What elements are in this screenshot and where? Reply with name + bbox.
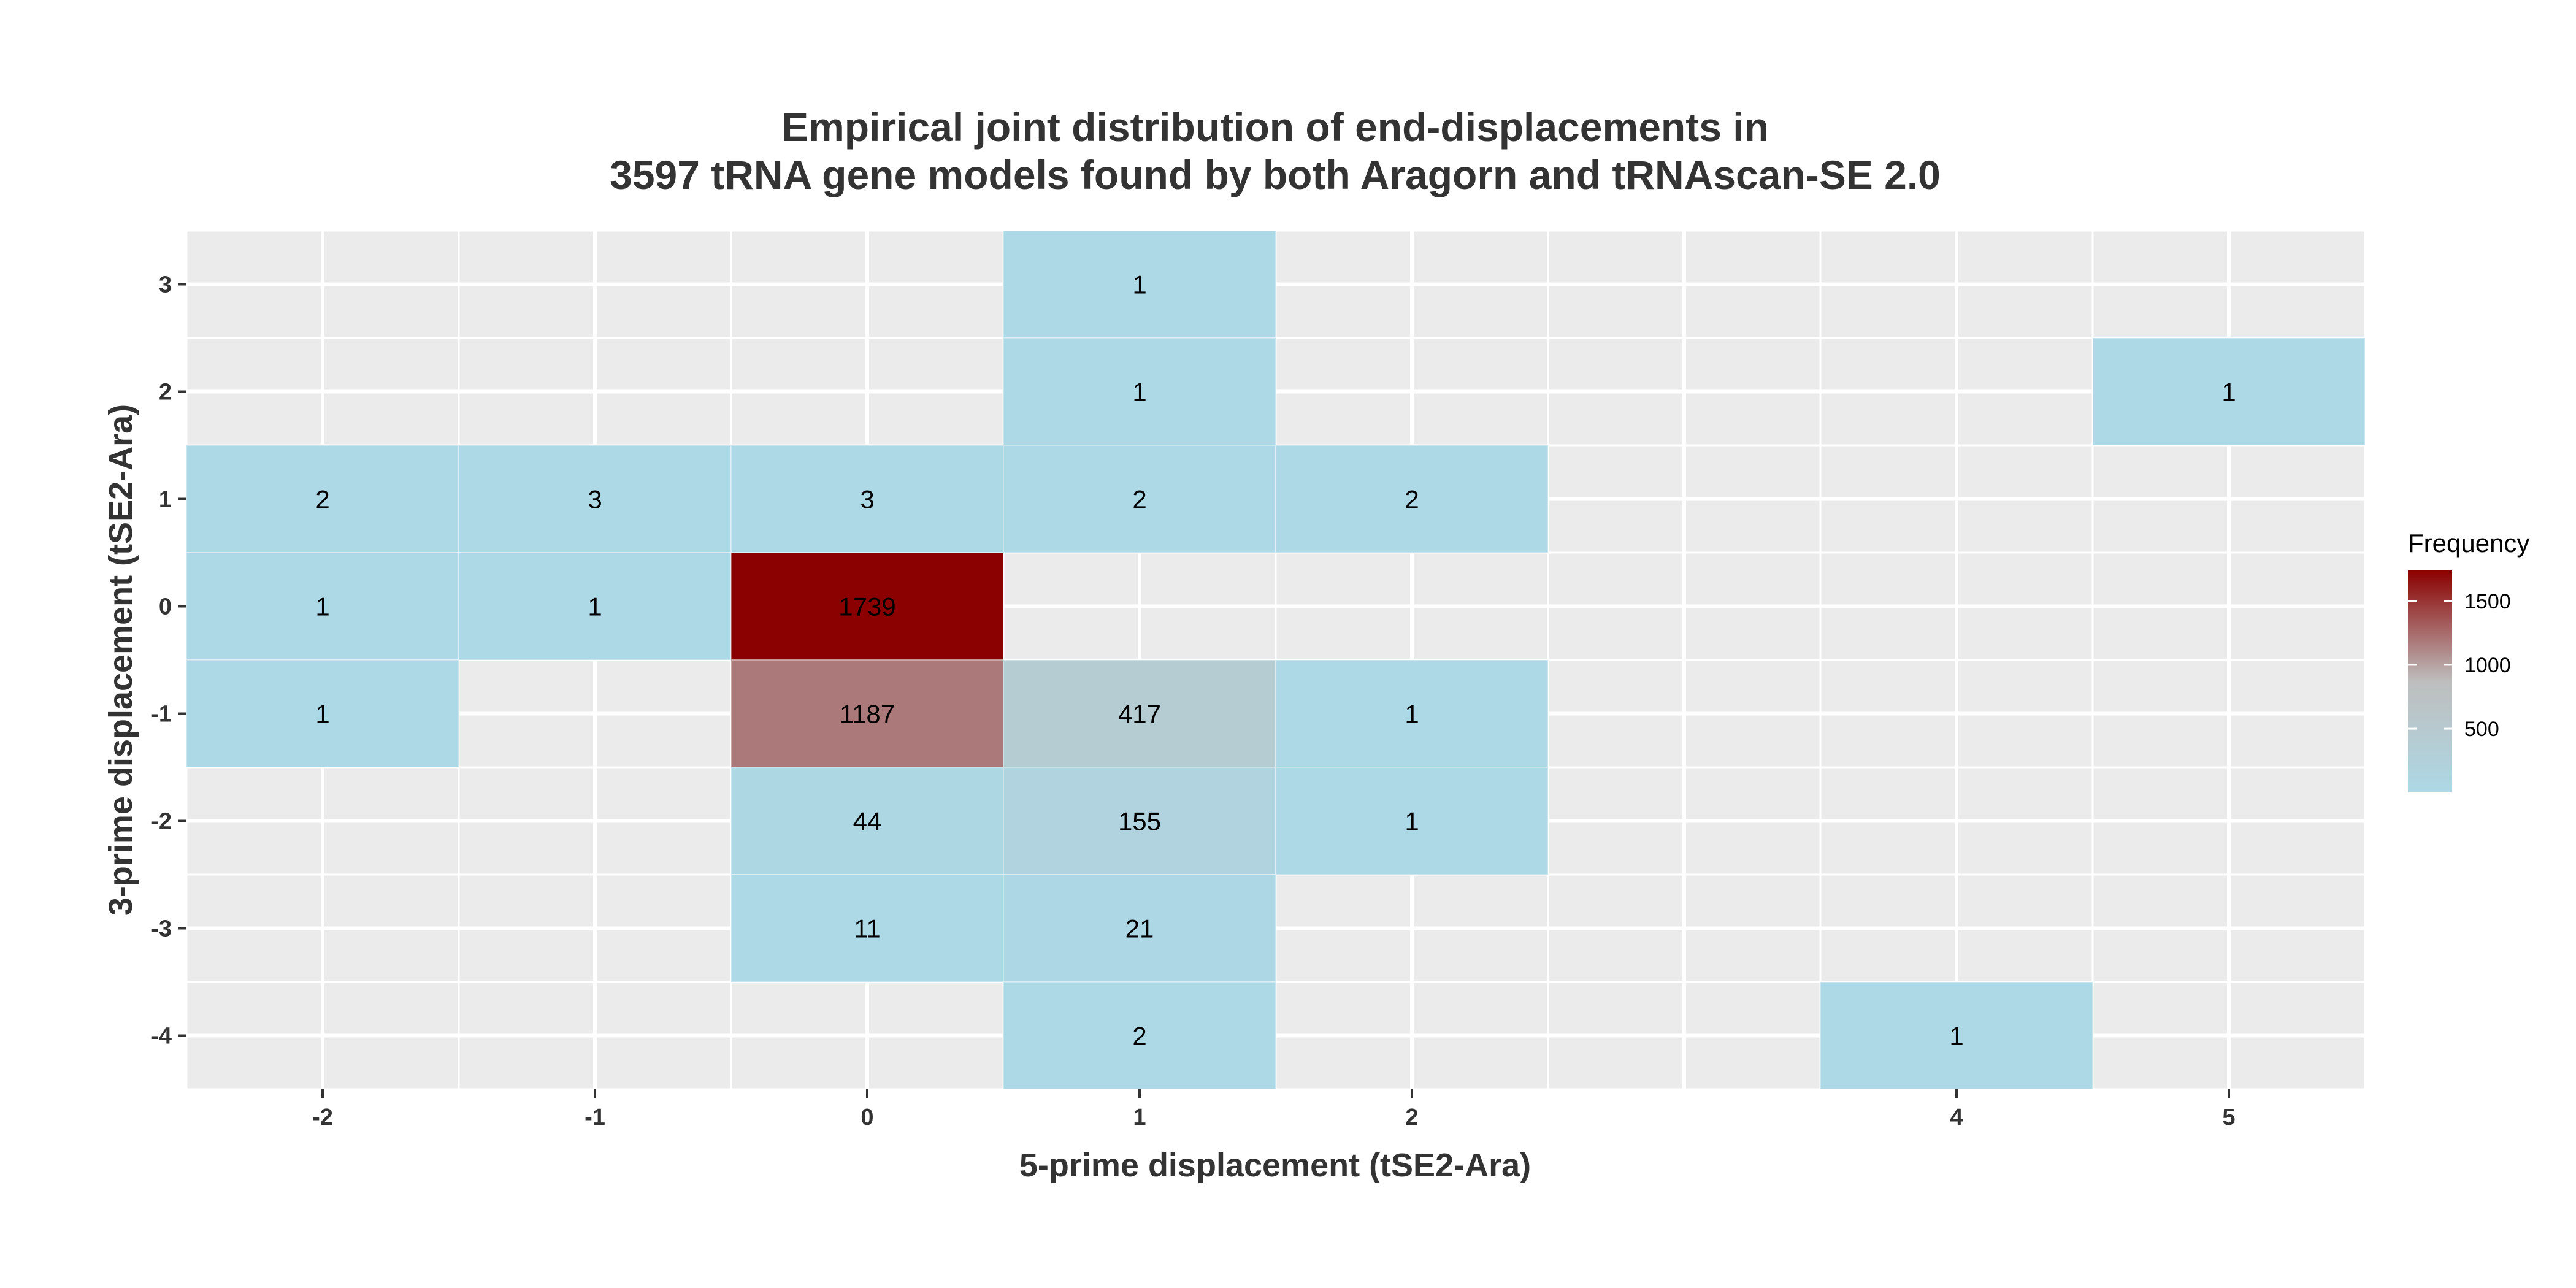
y-tick-label: -3 — [151, 916, 172, 942]
heatmap-cell — [2092, 337, 2366, 446]
chart-title-line-1: Empirical joint distribution of end-disp… — [781, 104, 1769, 150]
cell-value-label: 417 — [1118, 700, 1161, 729]
cell-value-label: 2 — [315, 485, 329, 514]
y-tick-label: 2 — [159, 380, 172, 405]
heatmap-cell — [1275, 445, 1549, 553]
heatmap-cell — [1003, 767, 1276, 875]
heatmap-cell — [1820, 981, 2093, 1090]
cell-value-label: 2 — [1405, 485, 1419, 514]
cell-value-label: 21 — [1125, 914, 1154, 943]
y-tick-label: 1 — [159, 487, 172, 513]
heatmap-cell — [186, 445, 459, 553]
legend: Frequency 500 1000 1500 — [2408, 529, 2529, 792]
heatmap-cell — [730, 445, 1004, 553]
heatmap-cell — [1003, 337, 1276, 446]
y-tick-label: -2 — [151, 809, 172, 835]
heatmap-cells — [186, 230, 2366, 1090]
x-tick-label: 2 — [1405, 1105, 1418, 1130]
heatmap-cell — [458, 552, 732, 661]
x-tick-label: -1 — [585, 1105, 605, 1130]
y-tick-label: 0 — [159, 594, 172, 620]
y-tick-label: -4 — [151, 1024, 172, 1049]
cell-value-label: 2 — [1132, 1022, 1146, 1051]
heatmap-cell — [730, 767, 1004, 875]
heatmap-cell — [1003, 659, 1276, 768]
heatmap-cell — [730, 659, 1004, 768]
cell-value-label: 155 — [1118, 807, 1161, 836]
heatmap-cell — [186, 659, 459, 768]
cell-value-label: 1 — [1132, 270, 1146, 299]
legend-ticks: 500 1000 1500 — [2408, 590, 2511, 741]
cell-value-label: 1 — [2221, 378, 2236, 407]
cell-value-label: 3 — [860, 485, 874, 514]
legend-break-label: 1000 — [2464, 654, 2511, 677]
cell-value-label: 1187 — [840, 700, 895, 729]
heatmap-cell — [730, 552, 1004, 661]
x-tick-label: 1 — [1133, 1105, 1146, 1130]
legend-break-label: 1500 — [2464, 590, 2511, 613]
heatmap-cell — [458, 445, 732, 553]
cell-value-label: 11 — [854, 914, 881, 943]
legend-colorbar — [2408, 570, 2452, 792]
cell-value-label: 1 — [588, 592, 602, 621]
chart-title-line-2: 3597 tRNA gene models found by both Arag… — [610, 152, 1941, 197]
cell-value-label: 1 — [1132, 378, 1146, 407]
chart-title: Empirical joint distribution of end-disp… — [610, 104, 1941, 197]
cell-value-label: 44 — [853, 807, 882, 836]
x-axis-title: 5-prime displacement (tSE2-Ara) — [1019, 1147, 1531, 1184]
heatmap-cell — [730, 874, 1004, 983]
x-axis: -2 -1 0 1 2 4 5 — [312, 1089, 2236, 1130]
cell-value-label: 1 — [315, 592, 329, 621]
x-tick-label: 4 — [1950, 1105, 1963, 1130]
cell-value-label: 1739 — [838, 592, 895, 621]
heatmap-cell — [186, 552, 459, 661]
x-tick-label: 5 — [2222, 1105, 2235, 1130]
heatmap-cell — [1275, 659, 1549, 768]
y-tick-label: 3 — [159, 272, 172, 298]
cell-value-label: 3 — [588, 485, 602, 514]
cell-value-label: 1 — [1949, 1022, 1963, 1051]
cell-value-label: 1 — [1405, 700, 1419, 729]
cell-value-label: 1 — [315, 700, 329, 729]
heatmap-cell — [1003, 230, 1276, 339]
cell-value-label: 2 — [1132, 485, 1146, 514]
y-tick-label: -1 — [151, 702, 172, 727]
x-tick-label: -2 — [312, 1105, 333, 1130]
heatmap-cell — [1003, 445, 1276, 553]
legend-break-label: 500 — [2464, 718, 2499, 741]
y-axis: 3 2 1 0 -1 -2 -3 -4 — [151, 272, 186, 1049]
heatmap-cell — [1275, 767, 1549, 875]
y-axis-title: 3-prime displacement (tSE2-Ara) — [102, 404, 139, 916]
cell-value-label: 1 — [1405, 807, 1419, 836]
heatmap-cell — [1003, 981, 1276, 1090]
legend-title: Frequency — [2408, 529, 2529, 558]
x-tick-label: 0 — [861, 1105, 873, 1130]
